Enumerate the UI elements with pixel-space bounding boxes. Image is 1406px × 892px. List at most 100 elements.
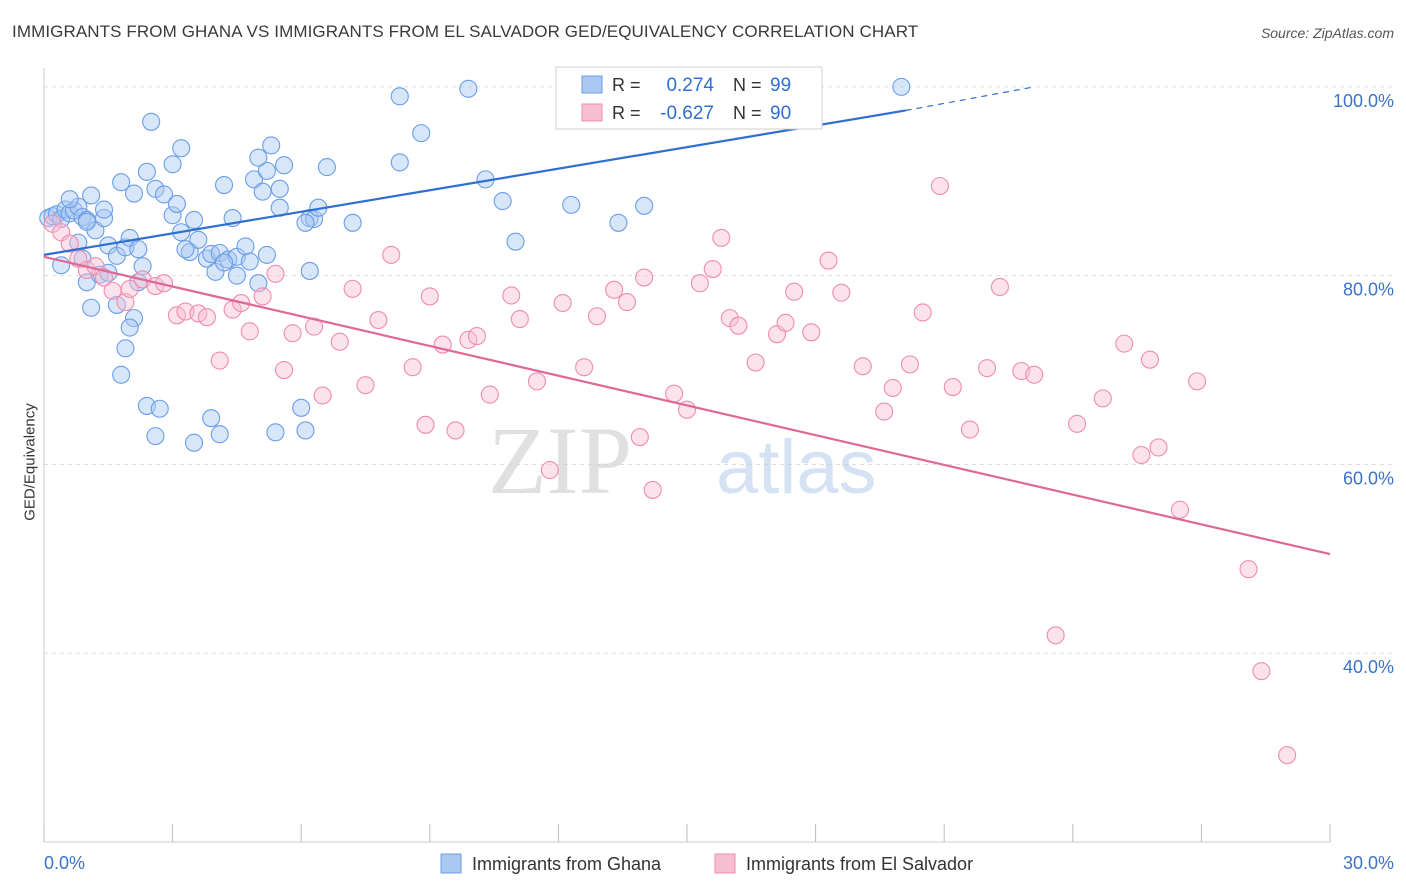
point-ghana xyxy=(146,427,165,446)
point-ghana xyxy=(176,240,195,259)
point-ghana xyxy=(257,245,276,264)
point-el-salvador xyxy=(313,386,332,405)
point-el-salvador xyxy=(883,378,902,398)
point-el-salvador xyxy=(1093,389,1112,408)
point-ghana xyxy=(94,200,114,219)
bottom-legend-swatch-el-salvador xyxy=(714,853,736,874)
point-ghana xyxy=(142,112,161,131)
point-ghana xyxy=(189,230,208,249)
point-el-salvador xyxy=(510,310,529,329)
gridlines xyxy=(44,86,1394,654)
point-el-salvador xyxy=(832,283,851,302)
point-ghana xyxy=(163,206,182,225)
point-el-salvador xyxy=(283,324,302,343)
legend-r-label-2: R = xyxy=(612,103,641,123)
bottom-legend: Immigrants from Ghana Immigrants from El… xyxy=(440,853,973,874)
point-el-salvador xyxy=(943,377,962,397)
point-el-salvador xyxy=(990,277,1009,297)
point-ghana xyxy=(133,257,152,276)
watermark-atlas: atlas xyxy=(716,425,877,510)
legend-n-label-2: N = xyxy=(733,103,762,123)
point-el-salvador xyxy=(197,308,216,327)
point-el-salvador xyxy=(575,358,594,377)
bottom-legend-label-el-salvador: Immigrants from El Salvador xyxy=(746,854,973,874)
point-el-salvador xyxy=(527,372,547,391)
legend-n-value-1: 99 xyxy=(770,75,791,96)
bottom-legend-label-ghana: Immigrants from Ghana xyxy=(472,854,662,874)
point-ghana xyxy=(214,253,234,272)
point-ghana xyxy=(562,195,581,214)
point-el-salvador xyxy=(875,402,894,421)
point-ghana xyxy=(296,213,315,232)
legend-r-label-1: R = xyxy=(612,75,641,95)
point-ghana xyxy=(163,155,182,174)
legend-swatch-ghana xyxy=(581,75,603,94)
point-ghana xyxy=(506,232,525,251)
point-ghana xyxy=(210,425,229,444)
point-el-salvador xyxy=(210,351,229,370)
point-el-salvador xyxy=(1046,626,1065,645)
point-ghana xyxy=(270,179,289,198)
point-ghana xyxy=(609,213,628,232)
point-el-salvador xyxy=(746,353,765,372)
point-el-salvador xyxy=(1149,438,1168,457)
point-el-salvador xyxy=(382,245,401,264)
point-el-salvador xyxy=(1132,445,1151,465)
point-ghana xyxy=(236,237,255,256)
point-ghana xyxy=(240,252,259,271)
point-el-salvador xyxy=(776,313,795,332)
point-el-salvador xyxy=(785,282,804,301)
point-ghana xyxy=(184,210,204,230)
point-ghana xyxy=(82,298,101,317)
chart-source: Source: ZipAtlas.com xyxy=(1260,25,1394,41)
watermark-zip: ZIP xyxy=(488,407,632,514)
point-el-salvador xyxy=(1115,334,1134,353)
point-ghana xyxy=(137,162,156,181)
point-el-salvador xyxy=(630,428,649,447)
point-el-salvador xyxy=(1252,662,1271,681)
point-ghana xyxy=(184,433,204,452)
point-el-salvador xyxy=(665,384,684,403)
trend-lines xyxy=(43,86,1331,556)
point-el-salvador xyxy=(403,358,422,377)
point-el-salvador xyxy=(1278,746,1297,765)
point-ghana xyxy=(202,409,221,428)
point-el-salvador xyxy=(356,376,375,395)
point-el-salvador xyxy=(459,330,478,349)
point-ghana xyxy=(60,190,79,209)
point-el-salvador xyxy=(416,415,435,434)
point-el-salvador xyxy=(343,279,362,298)
point-ghana xyxy=(249,148,268,167)
point-el-salvador xyxy=(275,360,294,380)
point-ghana xyxy=(82,186,101,205)
point-ghana xyxy=(253,182,272,201)
point-ghana xyxy=(227,266,246,285)
point-el-salvador xyxy=(802,323,821,342)
point-el-salvador xyxy=(1188,372,1207,391)
point-el-salvador xyxy=(167,306,186,325)
point-ghana xyxy=(275,156,294,175)
tick-labels: 100.0% 80.0% 60.0% 40.0% 0.0% 30.0% xyxy=(44,91,1394,873)
point-el-salvador xyxy=(1170,500,1190,519)
point-el-salvador xyxy=(189,304,208,323)
point-el-salvador xyxy=(978,359,997,378)
point-el-salvador xyxy=(729,316,748,335)
trend-line-ghana-extension xyxy=(905,86,1035,112)
point-el-salvador xyxy=(1239,560,1258,579)
point-ghana xyxy=(244,170,264,189)
point-el-salvador xyxy=(253,287,272,306)
point-ghana xyxy=(892,77,911,96)
point-ghana xyxy=(296,421,315,440)
point-el-salvador xyxy=(930,176,949,196)
point-ghana xyxy=(493,192,512,211)
point-el-salvador xyxy=(643,480,662,499)
point-el-salvador xyxy=(540,461,559,480)
point-ghana xyxy=(262,136,281,155)
y-tick-label: 40.0% xyxy=(1343,657,1394,677)
point-ghana xyxy=(412,124,431,143)
point-ghana xyxy=(150,399,169,418)
series-ghana-points xyxy=(39,77,911,452)
point-ghana xyxy=(390,87,409,106)
point-el-salvador xyxy=(369,310,388,330)
point-el-salvador xyxy=(120,279,139,298)
